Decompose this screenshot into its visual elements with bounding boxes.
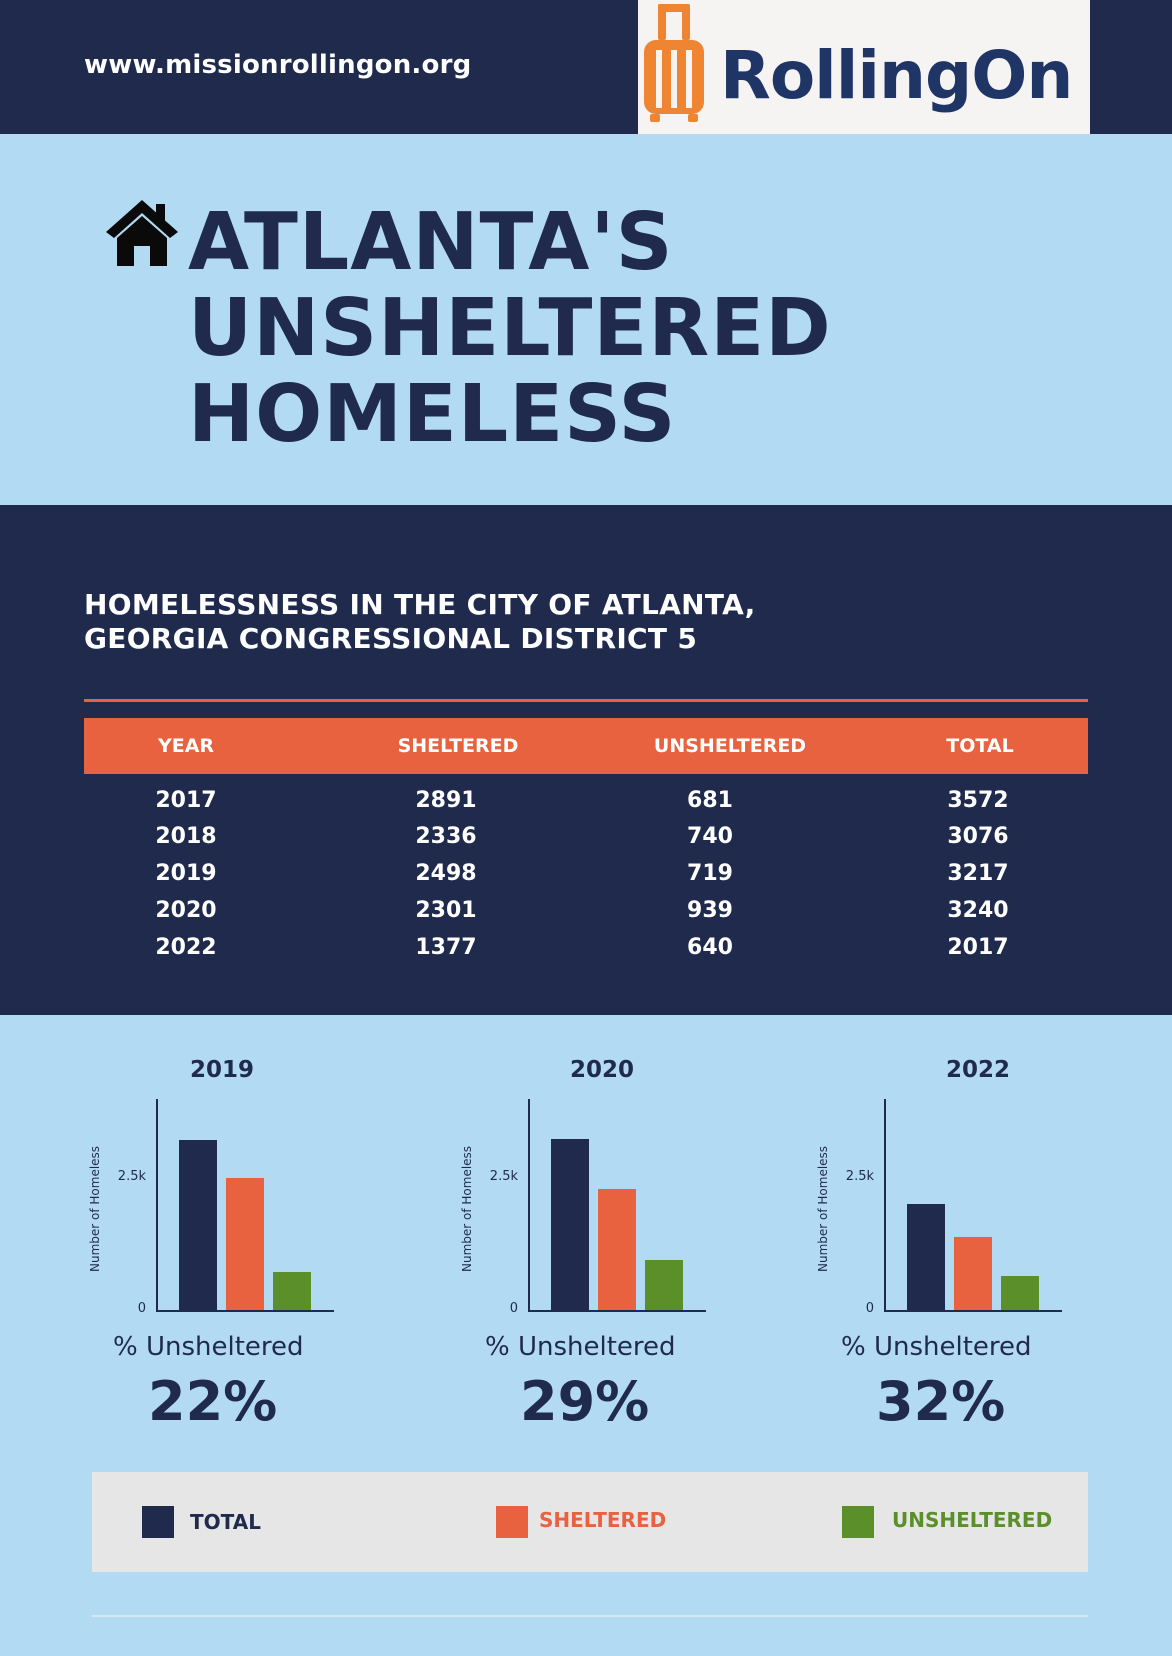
y-axis-label: Number of Homeless: [816, 1145, 830, 1272]
bar-total: [551, 1139, 589, 1310]
percent-unsheltered-value: 32%: [876, 1370, 1006, 1433]
table-cell-year: 2022: [155, 935, 217, 960]
table-cell-total: 3240: [947, 898, 1009, 923]
column-header-sheltered: SHELTERED: [397, 735, 519, 757]
bar-total: [907, 1203, 945, 1310]
page-title-line-2: UNSHELTERED: [188, 282, 832, 374]
table-header-row: YEAR SHELTERED UNSHELTERED TOTAL: [84, 718, 1088, 774]
divider-rule: [84, 699, 1088, 702]
x-axis-line: [528, 1310, 706, 1312]
chart-title: 2022: [945, 1057, 1010, 1083]
table-cell-year: 2019: [155, 861, 217, 886]
footer-rule: [92, 1615, 1088, 1617]
table-cell-unsheltered: 681: [687, 788, 733, 813]
legend-swatch-unsheltered: [842, 1506, 874, 1538]
y-axis-line: [884, 1099, 886, 1311]
y-axis-line: [156, 1099, 158, 1311]
table-cell-year: 2020: [155, 898, 217, 923]
page-title-line-1: ATLANTA'S: [188, 196, 674, 288]
table-cell-total: 3076: [947, 824, 1009, 849]
bar-total: [179, 1140, 217, 1310]
y-tick-label: 2.5k: [117, 1169, 146, 1185]
bar-sheltered: [954, 1237, 992, 1310]
legend-swatch-sheltered: [496, 1506, 528, 1538]
column-header-total: TOTAL: [946, 735, 1014, 757]
table-cell-unsheltered: 719: [687, 861, 733, 886]
y-axis-line: [528, 1099, 530, 1311]
percent-unsheltered-caption: % Unsheltered: [841, 1332, 1032, 1362]
percent-unsheltered-caption: % Unsheltered: [485, 1332, 676, 1362]
table-cell-total: 3217: [947, 861, 1009, 886]
y-tick-label: 0: [865, 1301, 874, 1316]
suitcase-icon: [644, 4, 704, 122]
y-tick-label: 2.5k: [845, 1169, 874, 1185]
legend-label-total: TOTAL: [190, 1510, 261, 1534]
legend-label-unsheltered: UNSHELTERED: [892, 1508, 1053, 1532]
table-cell-total: 2017: [947, 935, 1009, 960]
table-cell-unsheltered: 740: [687, 824, 733, 849]
legend-swatch-total: [142, 1506, 174, 1538]
bar-sheltered: [226, 1178, 264, 1310]
legend-label-sheltered: SHELTERED: [539, 1508, 667, 1532]
table-cell-sheltered: 2498: [415, 861, 477, 886]
chart-legend: TOTAL SHELTERED UNSHELTERED: [92, 1472, 1088, 1572]
bar-sheltered: [598, 1188, 636, 1310]
y-tick-label: 0: [137, 1301, 146, 1316]
table-cell-year: 2017: [155, 788, 217, 813]
y-axis-label: Number of Homeless: [88, 1145, 102, 1272]
y-tick-label: 0: [509, 1301, 518, 1316]
column-header-year: YEAR: [157, 735, 215, 757]
percent-unsheltered-value: 29%: [520, 1370, 650, 1433]
table-cell-year: 2018: [155, 824, 217, 849]
percent-unsheltered-value: 22%: [148, 1370, 278, 1433]
chart-title: 2019: [189, 1057, 254, 1083]
table-cell-sheltered: 2891: [415, 788, 477, 813]
table-subtitle-line-1: HOMELESSNESS IN THE CITY OF ATLANTA,: [84, 588, 756, 621]
x-axis-line: [884, 1310, 1062, 1312]
logo-panel: [638, 0, 1090, 134]
page-title-line-3: HOMELESS: [188, 368, 677, 460]
website-url[interactable]: www.missionrollingon.org: [84, 50, 472, 80]
house-icon: [106, 200, 178, 266]
column-header-unsheltered: UNSHELTERED: [653, 735, 807, 757]
table-cell-total: 3572: [947, 788, 1009, 813]
percent-unsheltered-caption: % Unsheltered: [113, 1332, 304, 1362]
table-cell-sheltered: 2336: [415, 824, 477, 849]
bar-unsheltered: [273, 1272, 311, 1310]
x-axis-line: [156, 1310, 334, 1312]
logo-wordmark: RollingOn: [720, 37, 1073, 114]
table-cell-unsheltered: 939: [687, 898, 733, 923]
table-subtitle-line-2: GEORGIA CONGRESSIONAL DISTRICT 5: [84, 622, 698, 655]
bar-unsheltered: [645, 1260, 683, 1310]
chart-title: 2020: [569, 1057, 634, 1083]
y-axis-label: Number of Homeless: [460, 1145, 474, 1272]
y-tick-label: 2.5k: [489, 1169, 518, 1185]
table-cell-sheltered: 2301: [415, 898, 477, 923]
table-cell-sheltered: 1377: [415, 935, 477, 960]
table-cell-unsheltered: 640: [687, 935, 733, 960]
bar-unsheltered: [1001, 1276, 1039, 1310]
